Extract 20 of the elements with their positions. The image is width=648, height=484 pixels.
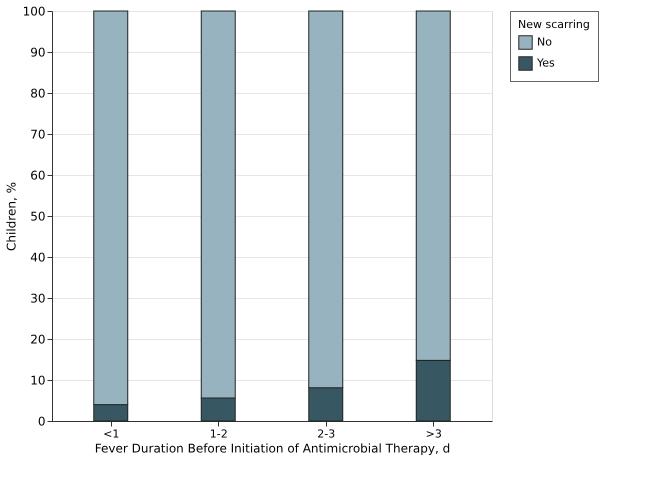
x-axis-title: Fever Duration Before Initiation of Antimicrobial Therapy, d	[94, 442, 450, 456]
y-tick-label: 80	[30, 86, 46, 100]
y-tick-label: 90	[30, 46, 46, 60]
legend-label: No	[537, 36, 552, 48]
y-tick-label: 60	[30, 168, 46, 182]
x-tick-label: 1-2	[210, 428, 228, 440]
x-tick-label: >3	[426, 428, 442, 440]
legend-title: New scarring	[518, 18, 590, 31]
y-tick-label: 30	[30, 292, 46, 306]
y-tick-label: 40	[30, 250, 46, 264]
x-tick-label: <1	[103, 428, 120, 440]
y-axis-title: Children, %	[4, 182, 19, 251]
y-tick-label: 70	[30, 128, 46, 142]
legend-label: Yes	[536, 56, 556, 70]
y-tick-label: 20	[30, 332, 46, 346]
y-tick-label: 0	[38, 414, 46, 428]
y-tick-label: 50	[30, 210, 46, 224]
y-tick-label: 100	[22, 4, 46, 18]
y-tick-label: 10	[30, 374, 46, 388]
x-tick-label: 2-3	[317, 428, 336, 440]
